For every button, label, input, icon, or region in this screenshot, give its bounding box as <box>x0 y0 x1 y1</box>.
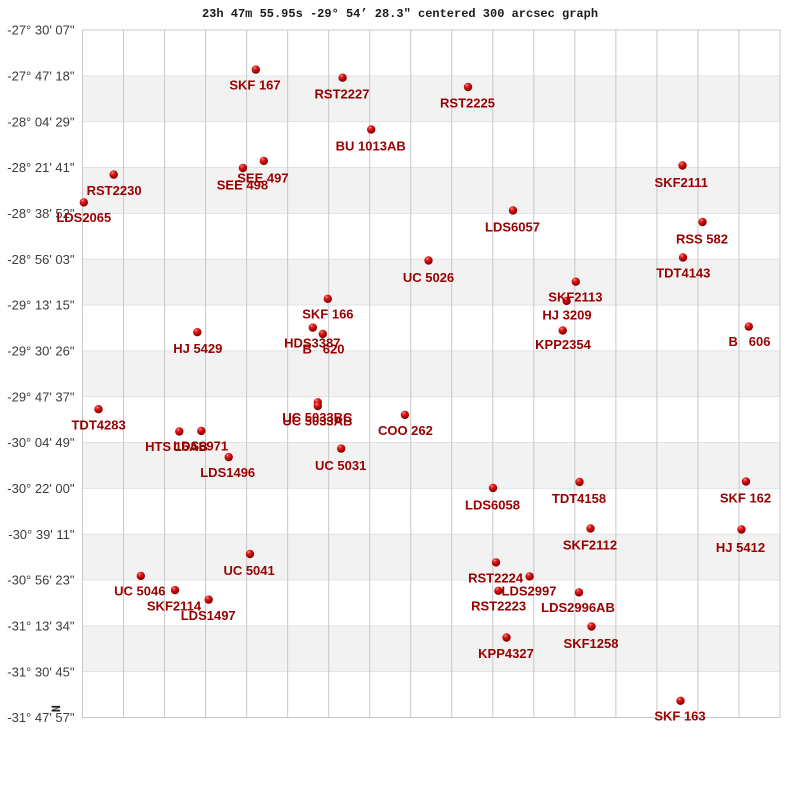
svg-text:COO 262: COO 262 <box>378 423 433 438</box>
svg-text:KPP2354: KPP2354 <box>535 337 591 352</box>
svg-text:-29° 13' 15": -29° 13' 15" <box>7 298 75 313</box>
svg-text:HTS 16AB: HTS 16AB <box>145 439 208 454</box>
svg-text:-30° 39' 11": -30° 39' 11" <box>8 527 75 542</box>
svg-text:LDS1497: LDS1497 <box>181 608 236 623</box>
svg-text:-29° 30' 26": -29° 30' 26" <box>7 343 75 358</box>
svg-text:RST2225: RST2225 <box>440 95 495 110</box>
svg-text:LDS6057: LDS6057 <box>485 219 540 234</box>
svg-text:-31° 13' 34": -31° 13' 34" <box>7 618 75 633</box>
svg-text:LDS6971: LDS6971 <box>173 439 228 454</box>
svg-text:TDT4283: TDT4283 <box>71 418 125 433</box>
svg-text:-30° 22' 00": -30° 22' 00" <box>7 481 75 496</box>
svg-text:LDS2996AB: LDS2996AB <box>541 600 615 615</box>
svg-text:SKF 162: SKF 162 <box>720 490 771 505</box>
svg-text:BU 1013AB: BU 1013AB <box>336 138 406 153</box>
svg-text:RST2224: RST2224 <box>468 570 524 585</box>
svg-text:SKF 167: SKF 167 <box>229 78 280 93</box>
svg-text:LDS2065: LDS2065 <box>56 210 111 225</box>
svg-text:HJ 3209: HJ 3209 <box>542 308 591 323</box>
svg-text:HJ 5429: HJ 5429 <box>173 341 222 356</box>
svg-text:LDS2997: LDS2997 <box>502 584 557 599</box>
svg-text:B 620: B 620 <box>303 342 345 357</box>
svg-text:SEE 497: SEE 497 <box>237 170 288 185</box>
svg-text:SKF2114: SKF2114 <box>147 599 202 614</box>
svg-text:-31° 30' 45": -31° 30' 45" <box>7 664 75 679</box>
svg-text:KPP4327: KPP4327 <box>478 646 534 661</box>
svg-text:-28° 21' 41": -28° 21' 41" <box>7 160 75 175</box>
svg-text:SKF2112: SKF2112 <box>563 537 617 552</box>
svg-text:LDS6058: LDS6058 <box>465 497 520 512</box>
svg-text:SKF1258: SKF1258 <box>564 636 619 651</box>
svg-text:RSS 582: RSS 582 <box>676 231 728 246</box>
svg-text:SKF2113: SKF2113 <box>548 289 602 304</box>
svg-text:RST2223: RST2223 <box>471 598 526 613</box>
svg-text:-31° 47' 57": -31° 47' 57" <box>7 710 75 725</box>
svg-text:RST2227: RST2227 <box>315 87 370 102</box>
svg-text:TDT4143: TDT4143 <box>656 265 710 280</box>
svg-text:-27° 47' 18": -27° 47' 18" <box>7 68 75 83</box>
svg-text:UC 5041: UC 5041 <box>223 563 274 578</box>
svg-text:UC 5033AB: UC 5033AB <box>282 414 352 429</box>
svg-text:SKF 166: SKF 166 <box>302 306 353 321</box>
svg-text:SKF2111: SKF2111 <box>655 175 709 190</box>
svg-text:B 606: B 606 <box>729 334 771 349</box>
svg-text:-30° 56' 23": -30° 56' 23" <box>7 573 75 588</box>
svg-text:-29° 47' 37": -29° 47' 37" <box>7 389 75 404</box>
svg-text:-30° 04' 49": -30° 04' 49" <box>7 435 75 450</box>
svg-text:LDS1496: LDS1496 <box>200 465 255 480</box>
svg-text:UC 5046: UC 5046 <box>114 583 165 598</box>
svg-text:23h 47m 55.95s -29° 54’ 28.3": 23h 47m 55.95s -29° 54’ 28.3" centered 3… <box>202 7 598 21</box>
svg-text:UC 5031: UC 5031 <box>315 458 366 473</box>
svg-text:SEE 498: SEE 498 <box>217 177 268 192</box>
svg-text:UC 5033BC: UC 5033BC <box>282 410 353 425</box>
svg-text:HJ 5412: HJ 5412 <box>716 540 765 555</box>
svg-text:-28° 04' 29": -28° 04' 29" <box>7 114 75 129</box>
svg-text:HDS3387: HDS3387 <box>284 335 340 350</box>
svg-text:-28° 38' 52": -28° 38' 52" <box>7 206 75 221</box>
svg-text:RST2230: RST2230 <box>87 183 142 198</box>
svg-text:-27° 30' 07": -27° 30' 07" <box>7 23 75 38</box>
svg-text:UC 5026: UC 5026 <box>403 270 454 285</box>
svg-text:TDT4158: TDT4158 <box>552 491 606 506</box>
svg-text:-28° 56' 03": -28° 56' 03" <box>7 252 75 267</box>
svg-text:SKF 163: SKF 163 <box>654 709 705 724</box>
